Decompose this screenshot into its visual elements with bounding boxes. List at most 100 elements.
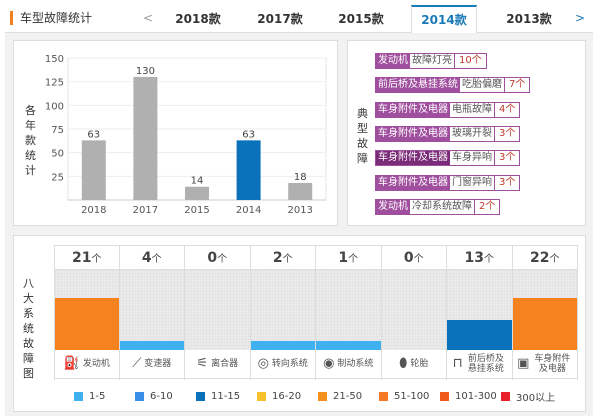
system-bar xyxy=(250,341,315,350)
fault-item[interactable]: 车身附件及电器 门窗异响 3个 xyxy=(375,174,521,191)
legend-swatch xyxy=(501,392,510,401)
fault-name: 吃胎偏磨 xyxy=(460,78,505,93)
fault-count: 10个 xyxy=(455,54,486,68)
fault-item[interactable]: 车身附件及电器 车身异响 3个 xyxy=(375,150,521,167)
eight-systems-label: 八大系统故障图 xyxy=(23,277,34,380)
prev-arrow-icon[interactable]: < xyxy=(143,11,154,25)
data-label: 14 xyxy=(191,176,204,187)
fault-item[interactable]: 前后桥及悬挂系统 吃胎偏磨 7个 xyxy=(375,77,531,94)
system-bar-area xyxy=(250,270,315,350)
legend-item: 51-100 xyxy=(379,389,440,404)
system-bar xyxy=(316,341,381,350)
typical-faults-panel: 典型故障 发动机 故障灯亮 10个 前后桥及悬挂系统 吃胎偏磨 7个 车身附件及电器 电瓶故障… xyxy=(347,40,586,226)
system-bar-area xyxy=(447,270,512,350)
system-column[interactable]: 1个 ◉ 制动系统 xyxy=(316,245,382,380)
bar-2017 xyxy=(133,76,158,200)
fault-count: 3个 xyxy=(495,151,520,166)
tab-2013[interactable]: 2013款 xyxy=(506,12,552,26)
legend-item: 21-50 xyxy=(318,389,379,404)
system-column[interactable]: 0个 ⬮ 轮胎 xyxy=(381,245,447,380)
steering-wheel-icon: ◎ xyxy=(257,356,269,371)
system-column[interactable]: 0个 ⚟ 离合器 xyxy=(185,245,251,380)
y-tick-label: 100 xyxy=(45,101,64,112)
axle-icon: ⊓ xyxy=(452,356,463,371)
fault-system: 发动机 xyxy=(376,199,410,214)
system-bar-area xyxy=(381,270,446,350)
legend-item: 16-20 xyxy=(257,389,318,404)
data-label: 63 xyxy=(242,129,255,140)
header: 车型故障统计 < 2018款 2017款 2015款 2014款 2013款 > xyxy=(5,5,593,34)
fault-system: 前后桥及悬挂系统 xyxy=(376,78,460,93)
legend-item: 6-10 xyxy=(135,389,196,404)
next-arrow-icon[interactable]: > xyxy=(575,11,586,25)
x-tick-label: 2017 xyxy=(133,205,158,216)
fault-system: 车身附件及电器 xyxy=(376,175,450,190)
legend-swatch xyxy=(379,392,388,401)
data-label: 63 xyxy=(87,129,100,140)
system-name: 车身附件及电器 xyxy=(534,354,571,374)
fault-item[interactable]: 发动机 冷却系统故障 2个 xyxy=(375,198,501,215)
battery-icon: ▣ xyxy=(517,356,530,371)
legend-label: 6-10 xyxy=(150,391,173,402)
fault-count: 7个 xyxy=(505,78,530,93)
fault-count: 4个 xyxy=(495,102,520,117)
legend-label: 51-100 xyxy=(394,391,430,402)
fault-item[interactable]: 车身附件及电器 电瓶故障 4个 xyxy=(375,101,521,118)
fault-count: 3个 xyxy=(495,126,520,141)
legend-label: 101-300 xyxy=(455,391,497,402)
brake-disc-icon: ◉ xyxy=(323,356,335,371)
legend-swatch xyxy=(196,392,205,401)
system-count: 0个 xyxy=(381,245,446,270)
fault-count: 3个 xyxy=(495,175,520,190)
legend-item: 11-15 xyxy=(196,389,257,404)
system-bar-area xyxy=(512,270,577,350)
system-bar-area xyxy=(185,270,250,350)
tab-2015[interactable]: 2015款 xyxy=(338,12,384,26)
typical-faults-label: 典型故障 xyxy=(357,107,368,165)
y-tick-label: 75 xyxy=(51,125,64,136)
system-name: 轮胎 xyxy=(410,359,429,369)
tab-2018[interactable]: 2018款 xyxy=(175,12,221,26)
system-column[interactable]: 2个 ◎ 转向系统 xyxy=(250,245,316,380)
bar-2015 xyxy=(185,186,209,200)
fault-name: 玻璃开裂 xyxy=(450,126,495,141)
fault-system: 车身附件及电器 xyxy=(376,102,450,117)
legend-label: 11-15 xyxy=(211,391,241,402)
year-chart-panel: 各年款统计 25 50 75 100 125 150 63 2018 130 2017 14 2015… xyxy=(13,40,338,226)
system-bar-area xyxy=(119,270,184,350)
tab-2017[interactable]: 2017款 xyxy=(257,12,303,26)
system-column[interactable]: 4个 ⟋ 变速器 xyxy=(119,245,185,380)
system-name: 发动机 xyxy=(82,359,110,369)
system-count: 21个 xyxy=(55,245,119,270)
y-tick-label: 25 xyxy=(51,172,64,183)
fault-name: 门窗异响 xyxy=(450,175,495,190)
legend-item: 300以上 xyxy=(501,389,562,404)
fault-name: 故障灯亮 xyxy=(410,54,455,68)
system-bar xyxy=(119,341,184,350)
tab-2014[interactable]: 2014款 xyxy=(411,5,477,34)
page-title: 车型故障统计 xyxy=(10,11,92,25)
data-label: 18 xyxy=(294,172,307,183)
y-axis-label: 各年款统计 xyxy=(25,104,36,177)
fault-system: 车身附件及电器 xyxy=(376,151,450,166)
legend-item: 1-5 xyxy=(74,389,135,404)
system-count: 22个 xyxy=(512,245,577,270)
legend-label: 300以上 xyxy=(516,393,556,404)
fault-item[interactable]: 车身附件及电器 玻璃开裂 3个 xyxy=(375,125,521,142)
system-column[interactable]: 22个 ▣ 车身附件及电器 xyxy=(512,245,578,380)
fault-count: 2个 xyxy=(475,199,500,214)
y-tick-label: 150 xyxy=(45,54,64,65)
system-column[interactable]: 21个 ⛽ 发动机 xyxy=(54,245,120,380)
fault-item[interactable]: 发动机 故障灯亮 10个 xyxy=(375,53,487,69)
y-tick-label: 50 xyxy=(51,149,64,160)
system-column[interactable]: 13个 ⊓ 前后桥及悬挂系统 xyxy=(447,245,513,380)
legend-swatch xyxy=(440,392,449,401)
system-name: 制动系统 xyxy=(337,359,374,369)
clutch-icon: ⚟ xyxy=(196,356,209,371)
legend-label: 21-50 xyxy=(333,391,363,402)
bar-2013 xyxy=(288,182,313,200)
legend-item: 101-300 xyxy=(440,389,501,404)
y-tick-label: 125 xyxy=(45,78,64,89)
system-count: 2个 xyxy=(250,245,315,270)
system-name: 离合器 xyxy=(211,359,239,369)
